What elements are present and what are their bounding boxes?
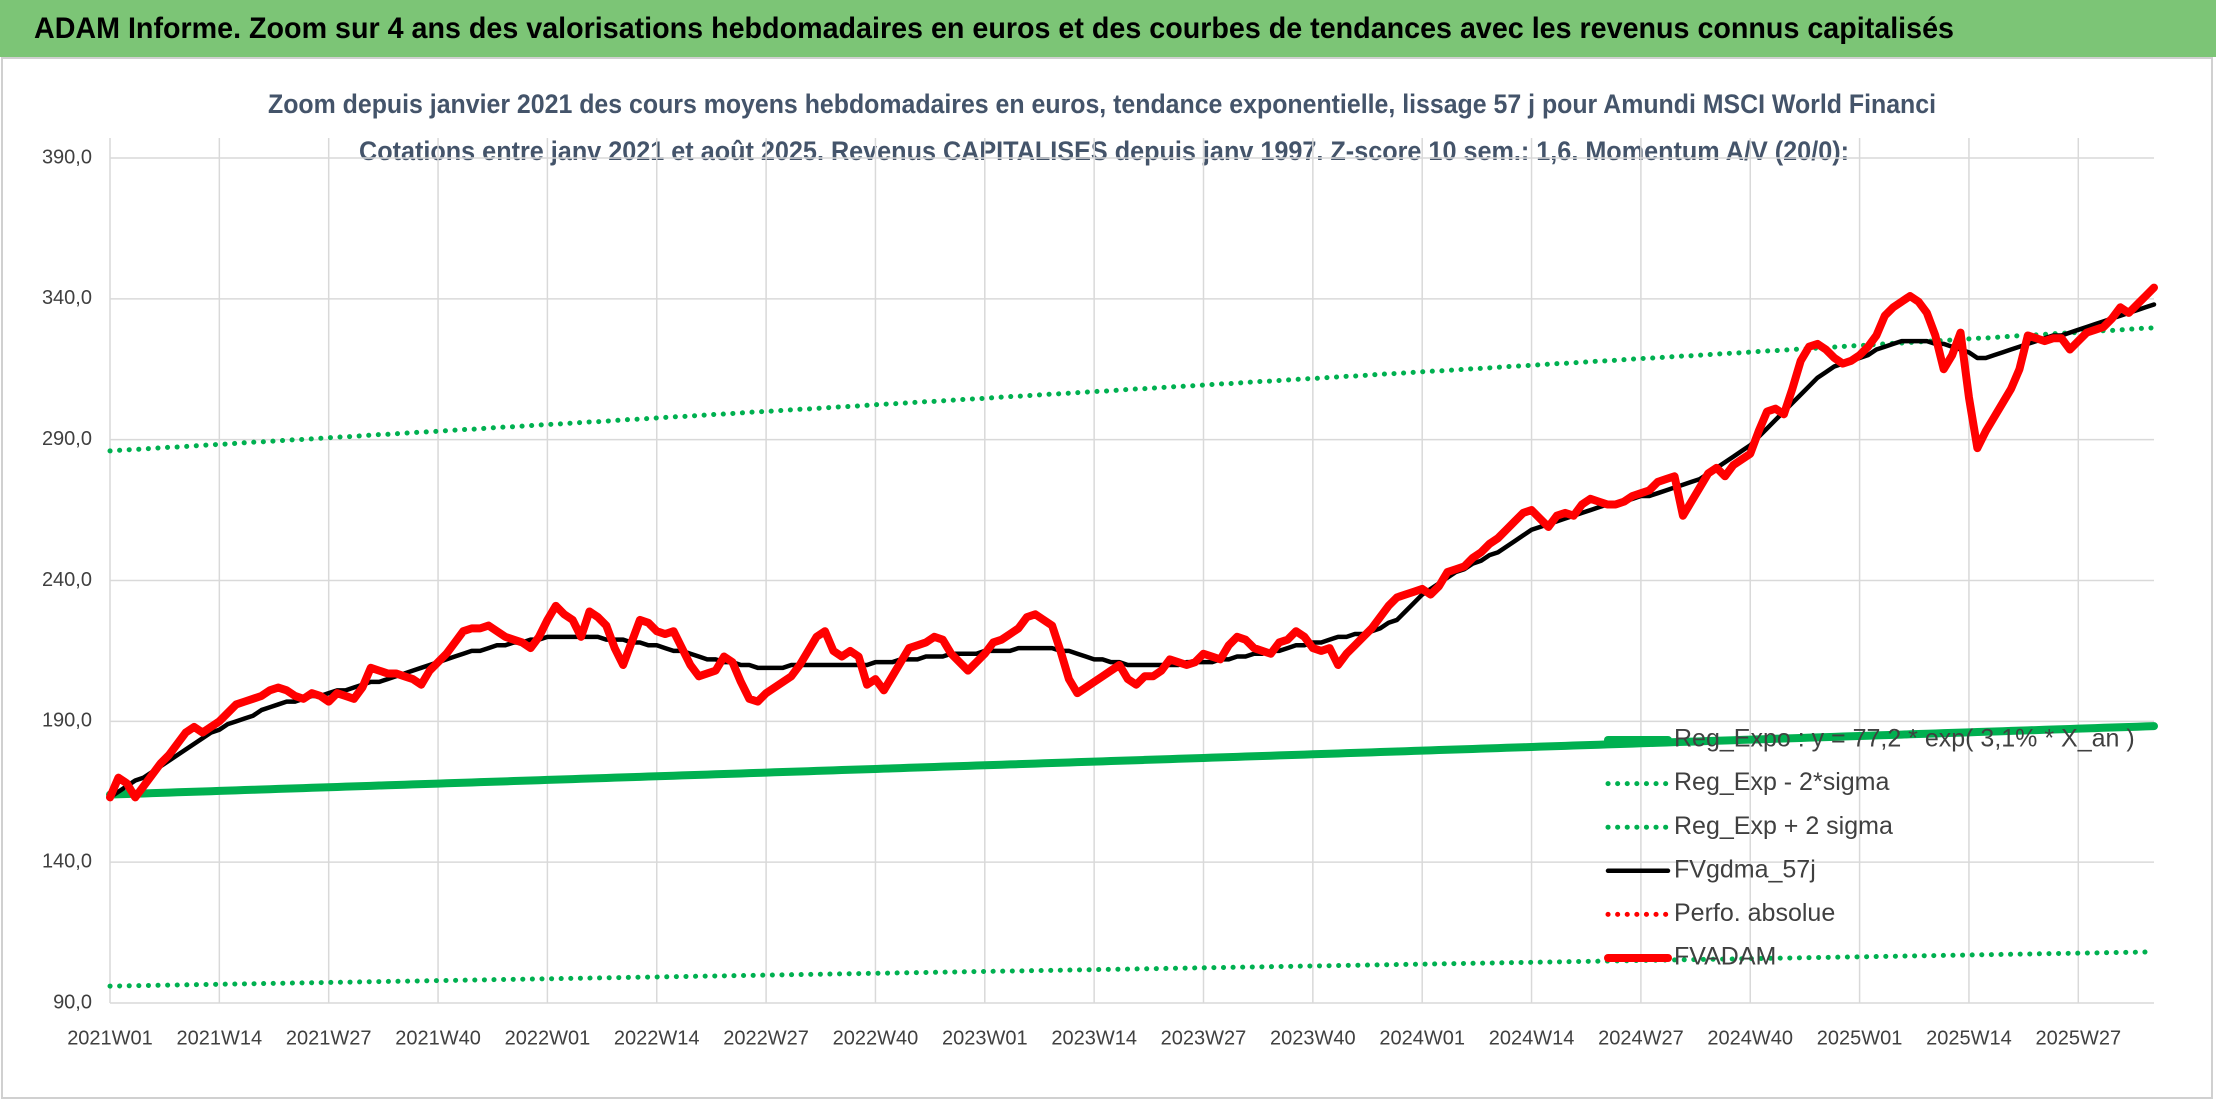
- series-line: [106, 722, 2158, 799]
- x-tick-label: 2022W14: [614, 1027, 700, 1049]
- y-tick-label: 340,0: [42, 287, 92, 309]
- x-tick-label: 2024W01: [1379, 1027, 1465, 1049]
- legend-label: FVADAM: [1674, 943, 1776, 971]
- x-tick-label: 2022W40: [833, 1027, 919, 1049]
- legend-label: Reg_Expo : y = 77,2 * exp( 3,1% * X_an ): [1674, 725, 2135, 753]
- x-tick-label: 2023W14: [1051, 1027, 1137, 1049]
- y-tick-label: 140,0: [42, 850, 92, 872]
- x-tick-label: 2024W27: [1598, 1027, 1684, 1049]
- x-tick-label: 2025W27: [2035, 1027, 2121, 1049]
- x-tick-label: 2022W27: [723, 1027, 809, 1049]
- x-tick-label: 2021W01: [67, 1027, 153, 1049]
- chart-subtitle: Cotations entre janv 2021 et août 2025. …: [359, 136, 1849, 166]
- x-tick-label: 2024W14: [1489, 1027, 1575, 1049]
- series-line: [107, 302, 2157, 800]
- x-tick-label: 2021W14: [177, 1027, 263, 1049]
- x-tick-label: 2023W27: [1161, 1027, 1247, 1049]
- y-tick-label: 240,0: [42, 569, 92, 591]
- chart-panel: [1, 57, 2213, 1099]
- legend-label: Perfo. absolue: [1674, 899, 1835, 927]
- legend-label: Reg_Exp - 2*sigma: [1674, 768, 1889, 796]
- x-tick-label: 2022W01: [505, 1027, 591, 1049]
- y-tick-label: 390,0: [42, 146, 92, 168]
- legend-label: Reg_Exp + 2 sigma: [1674, 812, 1893, 840]
- legend-label: FVgdma_57j: [1674, 855, 1816, 883]
- x-tick-label: 2025W14: [1926, 1027, 2012, 1049]
- x-tick-label: 2023W01: [942, 1027, 1028, 1049]
- x-tick-label: 2023W40: [1270, 1027, 1356, 1049]
- x-tick-label: 2021W27: [286, 1027, 372, 1049]
- grid: [109, 138, 2154, 1004]
- header-band: [0, 0, 2216, 57]
- chart-title: Zoom depuis janvier 2021 des cours moyen…: [268, 89, 1936, 119]
- x-tick-label: 2021W40: [395, 1027, 481, 1049]
- header-title: ADAM Informe. Zoom sur 4 ans des valoris…: [34, 12, 1954, 45]
- y-tick-label: 290,0: [42, 428, 92, 450]
- y-tick-label: 90,0: [53, 991, 92, 1013]
- y-tick-label: 190,0: [42, 710, 92, 732]
- series-line: [106, 283, 2158, 802]
- x-tick-label: 2024W40: [1707, 1027, 1793, 1049]
- x-tick-label: 2025W01: [1817, 1027, 1903, 1049]
- legend: Reg_Expo : y = 77,2 * exp( 3,1% * X_an )…: [1604, 725, 2135, 971]
